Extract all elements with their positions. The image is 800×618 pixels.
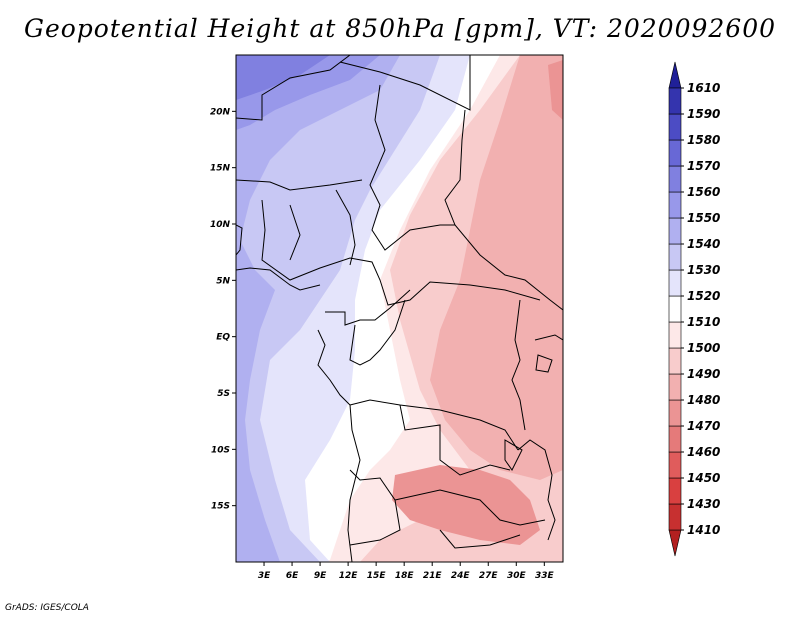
y-axis: 20N 15N 10N 5N EQ 5S 10S 15S (210, 107, 236, 512)
x-tick-label: 24E (451, 571, 471, 581)
colorbar-segment (668, 373, 682, 401)
colorbar-label: 1590 (687, 107, 720, 121)
y-tick-label: 5N (216, 276, 230, 286)
x-tick-label: 27E (479, 571, 499, 581)
colorbar-label: 1570 (687, 159, 720, 173)
y-tick-label: 10S (211, 445, 230, 455)
colorbar-label: 1450 (687, 471, 720, 485)
x-tick-label: 3E (258, 571, 271, 581)
colorbar-label: 1560 (687, 185, 720, 199)
x-tick-label: 30E (507, 571, 527, 581)
colorbar-min-arrow (668, 529, 682, 557)
x-tick-label: 12E (339, 571, 359, 581)
band-1560 (236, 55, 330, 100)
band-1530 (236, 55, 440, 562)
colorbar-label: 1470 (687, 419, 720, 433)
colorbar-segment (668, 347, 682, 375)
colorbar-segment (668, 321, 682, 349)
footer-credit: GrADS: IGES/COLA (5, 603, 89, 613)
colorbar-segment (668, 477, 682, 505)
colorbar-segment (668, 87, 682, 115)
colorbar-segment (668, 113, 682, 141)
y-tick-label: 20N (210, 107, 231, 117)
colorbar-label: 1580 (687, 133, 720, 147)
colorbar-segment (668, 399, 682, 427)
band-1480 (392, 465, 540, 545)
map-panel (236, 55, 563, 562)
x-tick-label: 21E (423, 571, 443, 581)
band-1510b (300, 55, 500, 562)
colorbar-segment (668, 269, 682, 297)
y-tick-label: 15S (211, 502, 230, 512)
colorbar-segment (668, 165, 682, 193)
colorbar-label: 1510 (687, 315, 720, 329)
x-tick-label: 9E (314, 571, 327, 581)
y-tick-label: 15N (210, 164, 231, 174)
colorbar-label: 1540 (687, 237, 720, 251)
x-tick-label: 18E (395, 571, 415, 581)
colorbar-label: 1490 (687, 367, 720, 381)
chart-title: Geopotential Height at 850hPa [gpm], VT:… (23, 14, 777, 43)
colorbar-label: 1430 (687, 497, 720, 511)
colorbar-segment (668, 425, 682, 453)
colorbar-label: 1550 (687, 211, 720, 225)
country-borders (236, 55, 563, 562)
colorbar-label: 1610 (687, 81, 720, 95)
colorbar: 1410 1430 1450 1460 1470 1480 1490 1500 1510 1520… (668, 61, 720, 557)
map-frame (235, 54, 564, 563)
band-1480b (548, 60, 563, 120)
y-tick-label: 10N (210, 220, 231, 230)
x-axis: 3E 6E 9E 12E 15E 18E 21E 24E 27E 30E 33E (258, 562, 555, 581)
colorbar-segment (668, 191, 682, 219)
colorbar-segment (668, 217, 682, 245)
colorbar-label: 1460 (687, 445, 720, 459)
colorbar-label: 1520 (687, 289, 720, 303)
colorbar-label: 1480 (687, 393, 720, 407)
x-tick-label: 15E (367, 571, 387, 581)
band-1490 (430, 55, 563, 480)
colorbar-label: 1410 (687, 523, 720, 537)
colorbar-segment (668, 503, 682, 531)
x-tick-label: 6E (286, 571, 299, 581)
colorbar-label: 1530 (687, 263, 720, 277)
x-tick-label: 33E (535, 571, 555, 581)
colorbar-segment (668, 139, 682, 167)
colorbar-label: 1500 (687, 341, 720, 355)
colorbar-max-arrow (668, 61, 682, 89)
y-tick-label: 5S (217, 389, 230, 399)
colorbar-segment (668, 295, 682, 323)
colorbar-segment (668, 451, 682, 479)
colorbar-segment (668, 243, 682, 271)
y-tick-label: EQ (216, 333, 230, 343)
